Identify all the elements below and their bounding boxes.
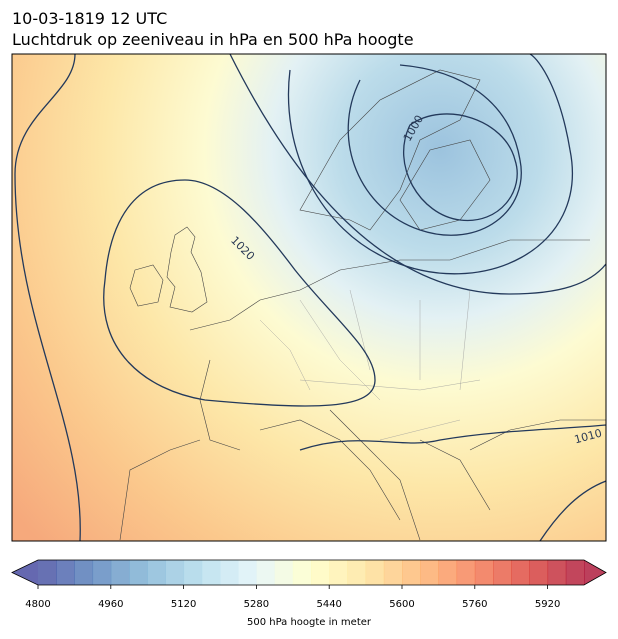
colorbar-segment xyxy=(529,560,549,585)
colorbar-segment xyxy=(38,560,57,585)
isobar xyxy=(403,113,518,222)
colorbar-tick-label: 5280 xyxy=(244,599,269,610)
colorbar: 4800 4960 5120 5280 5440 5600 5760 5920 xyxy=(11,559,607,610)
colorbar-segment xyxy=(547,560,567,585)
colorbar-segment xyxy=(201,560,221,585)
colorbar-segment xyxy=(183,560,203,585)
colorbar-segment xyxy=(274,560,294,585)
colorbar-segment xyxy=(110,560,130,585)
colorbar-segment xyxy=(311,560,330,585)
colorbar-segment xyxy=(474,560,494,585)
colorbar-segment xyxy=(493,560,512,585)
isobar xyxy=(229,54,606,295)
map-frame xyxy=(11,53,607,542)
isobar xyxy=(103,179,376,407)
colorbar-segment xyxy=(420,560,439,585)
border xyxy=(259,289,481,441)
height-field xyxy=(12,54,606,541)
isobar xyxy=(539,480,606,541)
borders xyxy=(259,289,481,441)
isobar xyxy=(299,424,606,451)
coastline xyxy=(119,239,606,541)
colorbar-tick-label: 5440 xyxy=(316,599,341,610)
colorbar-segment xyxy=(456,560,476,585)
isobar xyxy=(347,64,522,236)
coastlines xyxy=(119,69,606,541)
colorbar-tick-label: 5760 xyxy=(462,599,487,610)
colorbar-segment xyxy=(92,560,112,585)
colorbar-label: 500 hPa hoogte in meter xyxy=(247,617,372,628)
colorbar-segment xyxy=(129,560,148,585)
colorbar-segment xyxy=(347,560,367,585)
coastline xyxy=(129,264,164,307)
title: 10-03-1819 12 UTC xyxy=(12,9,167,28)
colorbar-extend-high xyxy=(584,560,606,585)
colorbar-tick-label: 5120 xyxy=(171,599,196,610)
colorbar-segment xyxy=(220,560,239,585)
colorbar-tick-label: 4960 xyxy=(98,599,123,610)
colorbar-segment xyxy=(292,560,312,585)
coastline xyxy=(299,69,481,231)
colorbar-tick-label: 5920 xyxy=(535,599,560,610)
colorbar-tick-label: 4800 xyxy=(25,599,50,610)
colorbar-segment xyxy=(365,560,385,585)
colorbar-segment xyxy=(383,560,403,585)
colorbar-segment xyxy=(438,560,458,585)
isobars xyxy=(14,54,606,541)
map: 1020 1000 1010 xyxy=(12,54,606,541)
colorbar-extend-low xyxy=(12,560,38,585)
colorbar-segment xyxy=(565,560,585,585)
coastline xyxy=(166,226,208,313)
colorbar-segment xyxy=(329,560,348,585)
colorbar-segment xyxy=(238,560,257,585)
subtitle: Luchtdruk op zeeniveau in hPa en 500 hPa… xyxy=(12,30,414,49)
isobar xyxy=(14,54,81,541)
colorbar-segment xyxy=(147,560,166,585)
colorbar-segment xyxy=(165,560,185,585)
colorbar-outline xyxy=(11,559,607,586)
colorbar-segment xyxy=(511,560,530,585)
colorbar-segment xyxy=(56,560,75,585)
colorbar-segment xyxy=(74,560,94,585)
colorbar-tick-label: 5600 xyxy=(389,599,414,610)
colorbar-segment xyxy=(256,560,276,585)
colorbar-segment xyxy=(402,560,421,585)
